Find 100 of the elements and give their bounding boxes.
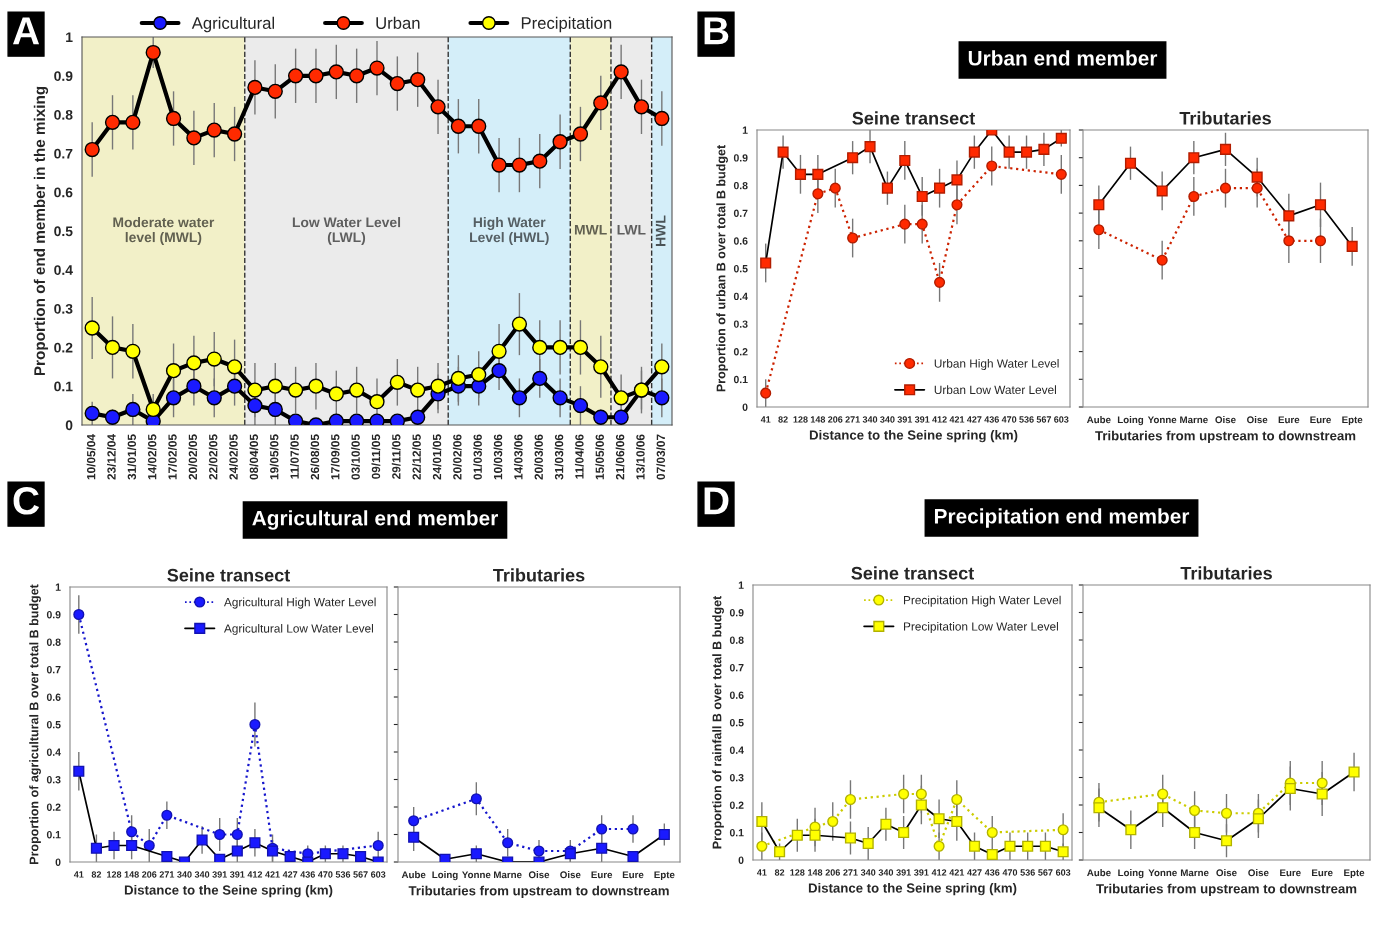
x-tick-label: 41 [760,416,771,423]
chart-title: Agricultural end member [252,510,498,530]
x-tick-label: 340 [878,869,894,876]
chart-title: Tributaries [1180,566,1272,580]
x-tick-label: Oise [1248,869,1269,877]
x-tick-label: 391 [914,869,929,876]
x-tick-label: 427 [966,416,982,423]
x-tick-label: 470 [1001,416,1017,423]
x-tick-label: 436 [300,871,315,878]
x-axis-title: Distance to the Seine spring (km) [809,430,1018,443]
x-tick-label: 567 [1038,869,1053,876]
band-label: MWL [574,225,607,235]
band-label: Moderate water level (MWL) [113,217,215,245]
x-tick-label: 206 [828,416,843,423]
y-tick-label: 0.9 [46,611,61,619]
x-tick-label: 31/01/05 [127,434,137,480]
x-tick-label: Aube [1087,869,1111,877]
x-tick-label: Yonne [1147,416,1177,424]
y-tick-label: 0.6 [46,693,61,701]
y-tick-label: 0.5 [54,226,73,237]
legend-label: Urban Low Water Level [934,385,1056,395]
x-axis-title: Tributaries from upstream to downstream [1095,430,1356,443]
x-tick-label: Eure [1278,416,1300,424]
y-tick-label: 1 [742,126,748,134]
x-tick-label: Eure [1312,869,1333,877]
y-axis-title: Proportion of urban B over total B budget [716,145,728,392]
y-tick-label: 0.2 [54,342,73,353]
x-tick-label: 340 [862,416,878,423]
x-tick-label: 22/02/05 [208,434,218,480]
x-tick-label: 128 [107,871,122,878]
x-tick-label: 10/03/06 [493,434,503,480]
chart-title: Tributaries [493,568,585,582]
x-tick-label: 421 [265,871,280,878]
x-tick-label: 17/02/05 [168,434,177,480]
x-tick-label: 391 [212,871,227,878]
band-label: LWL [617,225,646,235]
x-tick-label: 26/08/05 [310,434,320,480]
y-tick-label: 0.2 [729,801,744,809]
x-tick-label: 21/06/06 [615,434,625,480]
y-tick-label: 1 [55,583,61,591]
x-tick-label: 148 [124,871,139,878]
y-tick-label: 0.6 [733,237,748,245]
x-tick-label: 128 [793,416,808,423]
chart-subtitle: Seine transect [851,566,974,580]
x-tick-label: 82 [91,871,102,878]
y-tick-label: 0 [55,858,61,866]
x-tick-label: 340 [860,869,876,876]
x-tick-label: Oise [1216,869,1237,877]
chart-title: Tributaries [1179,111,1271,125]
x-tick-label: 567 [1036,416,1052,423]
y-tick-label: 0.4 [729,746,744,754]
x-tick-label: 427 [967,869,982,876]
x-tick-label: 271 [845,416,860,423]
x-tick-label: Eure [622,871,644,879]
x-tick-label: 24/01/05 [432,434,442,480]
x-tick-label: Oise [1247,416,1268,424]
x-tick-label: 391 [229,871,245,878]
y-tick-label: 0.3 [46,776,61,784]
y-tick-label: 0.8 [46,638,61,646]
y-tick-label: 0.4 [46,748,61,756]
x-tick-label: 22/12/05 [412,434,421,480]
x-tick-label: 14/02/05 [147,434,157,480]
y-tick-label: 0.1 [46,831,61,839]
x-tick-label: Yonne [1148,869,1177,877]
text: D [704,487,729,515]
y-tick-label: 0.5 [729,719,744,727]
y-tick-label: 0.3 [54,303,73,314]
x-axis-title: Tributaries from upstream to downstream [408,885,669,898]
x-tick-label: Oise [528,871,550,879]
x-tick-label: 82 [774,869,785,876]
legend-label: Precipitation [521,16,612,33]
y-axis-title: Proportion of rainfall B over total B budget [712,595,724,849]
x-tick-label: 436 [984,416,999,423]
x-tick-label: 412 [247,871,263,878]
x-tick-label: 536 [1020,869,1035,876]
y-tick-label: 0.7 [54,148,73,159]
y-tick-label: 0.8 [733,181,748,190]
x-tick-label: 23/12/04 [107,434,116,480]
x-tick-label: 536 [335,871,351,878]
x-tick-label: Epte [1344,869,1365,879]
x-tick-label: 20/03/06 [534,434,544,480]
x-tick-label: 07/03/07 [656,434,666,480]
y-tick-label: 1 [738,581,744,589]
chart-title: Precipitation end member [934,508,1190,528]
x-axis-title: Distance to the Seine spring (km) [124,885,333,898]
x-tick-label: Aube [401,871,426,879]
x-tick-label: 412 [932,416,947,423]
x-tick-label: 603 [370,871,386,878]
x-tick-label: 421 [949,416,965,423]
y-tick-label: 0.7 [46,666,61,674]
x-tick-label: 15/05/06 [595,434,605,480]
y-axis-title: Proportion of end member in the mixing [33,86,49,376]
x-tick-label: 20/02/05 [188,434,198,480]
x-axis-title: Distance to the Seine spring (km) [808,883,1017,896]
x-tick-label: 391 [914,416,930,423]
x-tick-label: Marne [494,871,522,879]
x-tick-label: 128 [790,869,805,876]
legend-label: Agricultural High Water Level [223,597,376,609]
legend-label: Agricultural [191,16,275,33]
y-tick-label: 0.8 [729,636,744,644]
